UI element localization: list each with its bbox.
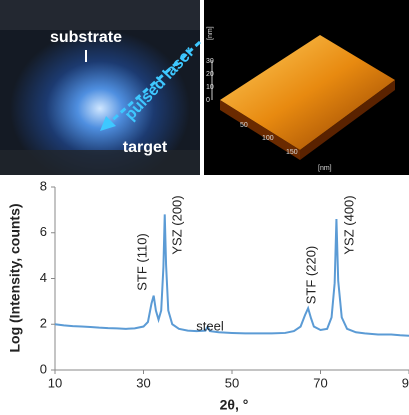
z-unit: [nm] — [207, 26, 214, 40]
z-tick: 0 — [206, 97, 210, 104]
z-tick: 20 — [206, 71, 214, 78]
peak-annotation: YSZ (200) — [169, 195, 184, 254]
peak-annotation: STF (110) — [134, 233, 149, 291]
y-tick-label: 2 — [40, 316, 47, 331]
right-photo: 0 10 20 30 [nm] 50 100 150 [nm] — [204, 0, 409, 175]
photo-label: substrate — [50, 29, 122, 46]
x-axis-label: 2θ, ° — [220, 397, 249, 413]
peak-annotation: STF (220) — [303, 246, 318, 305]
photo-label: target — [123, 139, 168, 156]
y-tick-label: 0 — [40, 361, 47, 376]
x-tick: 100 — [262, 135, 274, 142]
x-tick-label: 90 — [402, 375, 409, 390]
x-tick: 150 — [286, 149, 298, 156]
x-tick-label: 10 — [48, 375, 62, 390]
left-photo: substrate pulsed laser target — [0, 0, 200, 175]
x-tick-label: 50 — [225, 375, 239, 390]
z-tick: 30 — [206, 58, 214, 65]
figure: substrate pulsed laser target 0 10 20 30… — [0, 0, 409, 415]
x-tick-label: 30 — [136, 375, 150, 390]
x-tick-label: 70 — [313, 375, 327, 390]
y-tick-label: 6 — [40, 224, 47, 239]
y-axis-label: Log (Intensity, counts) — [7, 203, 23, 352]
x-tick: 50 — [240, 122, 248, 129]
z-tick: 10 — [206, 84, 214, 91]
x-unit: [nm] — [318, 165, 332, 172]
y-tick-label: 4 — [40, 270, 47, 285]
y-tick-label: 8 — [40, 178, 47, 193]
peak-annotation: steel — [196, 318, 224, 333]
peak-annotation: YSZ (400) — [341, 195, 356, 254]
